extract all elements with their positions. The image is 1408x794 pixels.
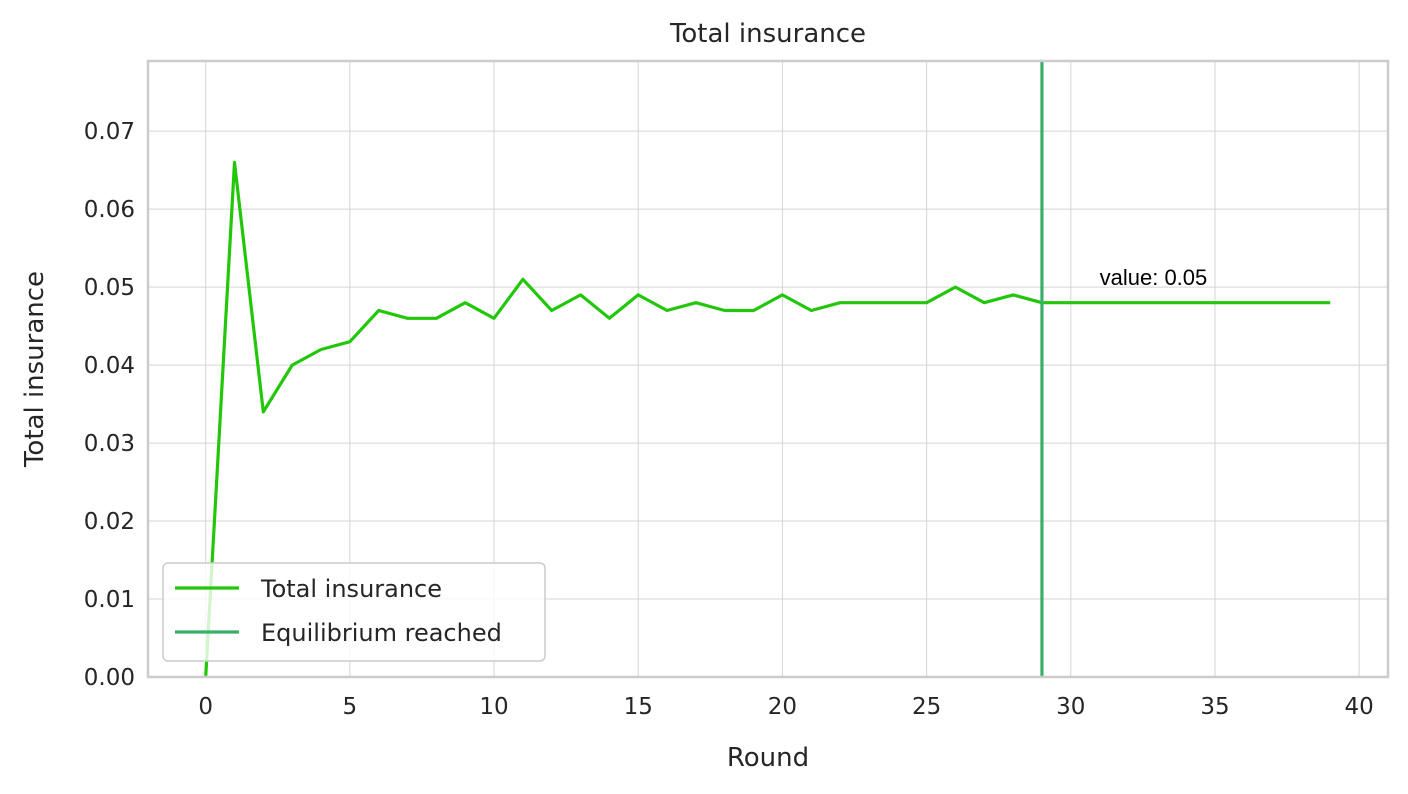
x-tick-label: 40 — [1345, 694, 1374, 720]
y-tick-label: 0.02 — [84, 509, 135, 535]
y-tick-label: 0.06 — [84, 197, 135, 223]
value-annotation: value: 0.05 — [1100, 265, 1208, 290]
x-axis-ticks: 0 5 10 15 20 25 30 35 40 — [198, 694, 1373, 720]
plot-area — [204, 61, 1331, 677]
plot-content — [204, 61, 1331, 677]
y-axis-ticks: 0.00 0.01 0.02 0.03 0.04 0.05 0.06 0.07 — [84, 119, 135, 691]
legend: Total insurance Equilibrium reached — [162, 562, 546, 662]
x-tick-label: 0 — [198, 694, 213, 720]
y-axis-label: Total insurance — [20, 271, 50, 468]
legend-items: Total insurance Equilibrium reached — [175, 575, 502, 647]
y-tick-label: 0.07 — [84, 119, 135, 145]
y-tick-label: 0.05 — [84, 275, 135, 301]
series-line-total-insurance — [204, 160, 1331, 677]
y-tick-label: 0.00 — [84, 665, 135, 691]
x-tick-label: 10 — [479, 694, 508, 720]
x-tick-label: 20 — [768, 694, 797, 720]
x-tick-label: 5 — [343, 694, 358, 720]
y-tick-label: 0.01 — [84, 587, 135, 613]
x-tick-label: 15 — [624, 694, 653, 720]
legend-box — [162, 562, 546, 662]
x-axis-label: Round — [727, 743, 809, 773]
legend-item-total-insurance-label: Total insurance — [260, 575, 442, 603]
y-tick-label: 0.04 — [84, 353, 135, 379]
x-tick-label: 30 — [1056, 694, 1085, 720]
x-tick-label: 25 — [912, 694, 941, 720]
legend-item-equilibrium-label: Equilibrium reached — [261, 619, 502, 647]
annotations: value: 0.05 — [1100, 265, 1208, 290]
chart-title: Total insurance — [669, 19, 866, 49]
x-tick-label: 35 — [1200, 694, 1229, 720]
plot-frame — [146, 59, 1390, 679]
y-tick-label: 0.03 — [84, 431, 135, 457]
